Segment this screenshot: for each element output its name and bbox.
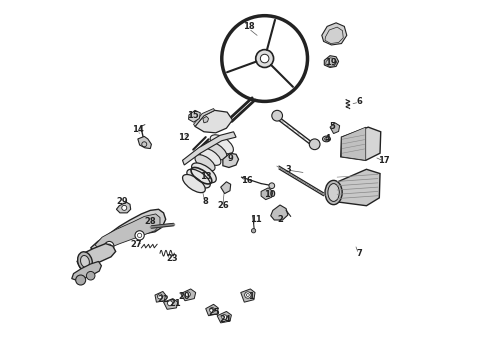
Polygon shape [334,169,380,206]
Circle shape [86,271,95,280]
Text: 14: 14 [132,126,144,135]
Polygon shape [138,136,151,149]
Text: 25: 25 [209,308,221,317]
Ellipse shape [80,256,89,267]
Ellipse shape [204,141,227,160]
Text: 19: 19 [325,58,337,67]
Ellipse shape [325,138,328,140]
Polygon shape [91,209,166,253]
Circle shape [222,315,227,320]
Circle shape [245,292,251,298]
Text: 1: 1 [248,292,254,301]
Polygon shape [95,214,160,251]
Polygon shape [203,116,209,123]
Ellipse shape [200,148,221,165]
Polygon shape [182,132,236,165]
Polygon shape [72,261,101,281]
Polygon shape [77,244,116,267]
Polygon shape [223,153,239,167]
Circle shape [272,111,283,121]
Text: 3: 3 [285,165,291,174]
Text: 6: 6 [356,97,362,106]
Ellipse shape [77,252,92,271]
Text: 24: 24 [220,315,231,324]
Text: 11: 11 [250,215,262,224]
Circle shape [185,292,190,297]
Ellipse shape [192,163,216,183]
Polygon shape [206,304,218,316]
Polygon shape [217,311,231,323]
Circle shape [210,307,215,312]
Ellipse shape [195,155,215,171]
Text: 27: 27 [130,240,142,249]
Polygon shape [195,111,232,133]
Text: 23: 23 [166,254,177,263]
Circle shape [168,301,172,306]
Text: 22: 22 [157,295,169,304]
Text: 5: 5 [330,122,336,131]
Circle shape [251,229,256,233]
Polygon shape [270,205,288,220]
Text: 17: 17 [378,156,390,165]
Text: 16: 16 [241,176,253,185]
Circle shape [256,50,273,67]
Ellipse shape [183,175,205,193]
Text: 18: 18 [243,22,254,31]
Ellipse shape [328,184,339,202]
Text: 10: 10 [264,190,276,199]
Text: 8: 8 [203,197,209,206]
Text: 21: 21 [170,299,181,308]
Polygon shape [155,292,166,302]
Text: 28: 28 [145,217,156,226]
Ellipse shape [322,136,330,142]
Polygon shape [342,127,366,160]
Polygon shape [117,202,131,213]
Circle shape [75,275,86,285]
Polygon shape [194,109,215,126]
Polygon shape [189,111,200,122]
Text: 13: 13 [200,172,212,181]
Circle shape [157,294,163,299]
Circle shape [269,183,275,189]
Circle shape [260,54,269,63]
Polygon shape [330,123,340,134]
Text: 15: 15 [187,111,199,120]
Circle shape [122,205,127,210]
Polygon shape [241,289,255,302]
Polygon shape [164,298,178,309]
Polygon shape [220,182,231,194]
Text: 4: 4 [324,134,330,143]
Text: 9: 9 [228,154,234,163]
Ellipse shape [325,180,342,204]
Polygon shape [324,56,339,67]
Text: 7: 7 [356,249,362,258]
Polygon shape [261,188,273,200]
Circle shape [135,231,144,240]
Text: 20: 20 [178,292,190,301]
Text: 12: 12 [178,132,190,141]
Polygon shape [181,289,196,301]
Polygon shape [341,127,381,160]
Circle shape [309,139,320,150]
Text: 2: 2 [278,215,284,224]
Text: 26: 26 [218,201,229,210]
Ellipse shape [210,135,233,154]
Circle shape [104,242,114,251]
Ellipse shape [187,169,210,188]
Text: 29: 29 [116,197,127,206]
Polygon shape [322,23,347,45]
